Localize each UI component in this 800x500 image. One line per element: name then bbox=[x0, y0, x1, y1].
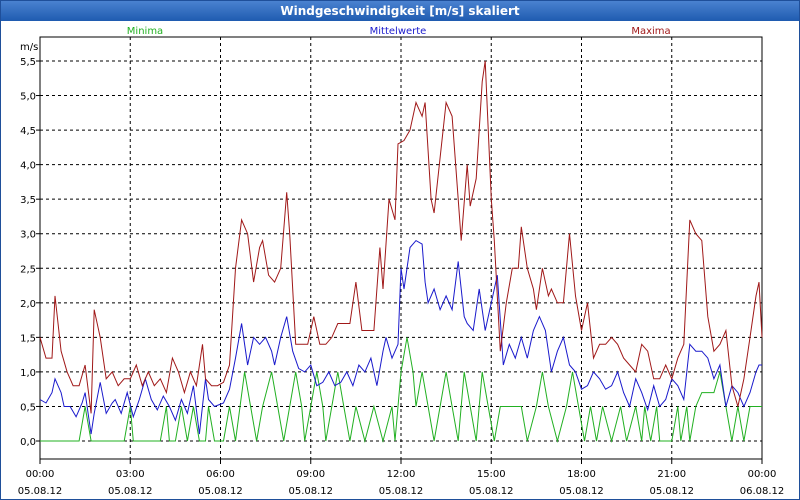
series-line-maxima bbox=[39, 60, 763, 414]
x-axis-ticks: 00:00 05.08.12 03:00 05.08.12 06:00 05.08.12 0… bbox=[18, 459, 785, 497]
x-tick-time: 00:00 bbox=[26, 469, 55, 480]
y-tick-label: 1,0 bbox=[20, 368, 36, 379]
y-tick-label: 5,5 bbox=[20, 57, 36, 68]
y-tick-label: 5,0 bbox=[20, 92, 36, 103]
x-tick-time: 09:00 bbox=[296, 469, 325, 480]
y-axis-label: m/s bbox=[20, 42, 38, 53]
x-tick-date: 05.08.12 bbox=[559, 486, 604, 497]
x-tick-time: 00:00 bbox=[748, 469, 777, 480]
y-axis-ticks: 0,0 0,5 1,0 1,5 2,0 2,5 3,0 3,5 4,0 4,5 5,0 5,5 bbox=[20, 57, 40, 448]
x-tick-date: 05.08.12 bbox=[108, 486, 153, 497]
chart-title: Windgeschwindigkeit [m/s] skaliert bbox=[1, 1, 799, 21]
legend-entry-minima: Minima bbox=[127, 26, 163, 37]
y-tick-label: 3,5 bbox=[20, 195, 36, 206]
x-tick-date: 05.08.12 bbox=[469, 486, 514, 497]
y-tick-label: 0,0 bbox=[20, 437, 36, 448]
x-tick-time: 18:00 bbox=[567, 469, 596, 480]
x-tick-time: 12:00 bbox=[387, 469, 416, 480]
legend: Minima Mittelwerte Maxima bbox=[127, 26, 671, 37]
series-lines bbox=[39, 60, 763, 443]
y-tick-label: 2,0 bbox=[20, 299, 36, 310]
x-tick-time: 03:00 bbox=[116, 469, 145, 480]
y-tick-label: 0,5 bbox=[20, 402, 36, 413]
x-tick-time: 21:00 bbox=[657, 469, 686, 480]
legend-entry-maxima: Maxima bbox=[631, 26, 670, 37]
y-tick-label: 4,5 bbox=[20, 126, 36, 137]
y-tick-label: 3,0 bbox=[20, 230, 36, 241]
y-tick-label: 4,0 bbox=[20, 161, 36, 172]
y-tick-label: 2,5 bbox=[20, 264, 36, 275]
series-line-minima bbox=[40, 337, 762, 443]
x-tick-date: 05.08.12 bbox=[288, 486, 333, 497]
x-tick-date: 05.08.12 bbox=[649, 486, 694, 497]
series-line-mittelwerte bbox=[39, 239, 762, 435]
x-tick-time: 06:00 bbox=[206, 469, 235, 480]
legend-entry-mittelwerte: Mittelwerte bbox=[370, 26, 427, 37]
x-tick-date: 05.08.12 bbox=[198, 486, 243, 497]
x-tick-date: 05.08.12 bbox=[18, 486, 63, 497]
x-tick-date: 05.08.12 bbox=[379, 486, 424, 497]
x-tick-date: 06.08.12 bbox=[740, 486, 785, 497]
x-tick-time: 15:00 bbox=[477, 469, 506, 480]
y-tick-label: 1,5 bbox=[20, 333, 36, 344]
